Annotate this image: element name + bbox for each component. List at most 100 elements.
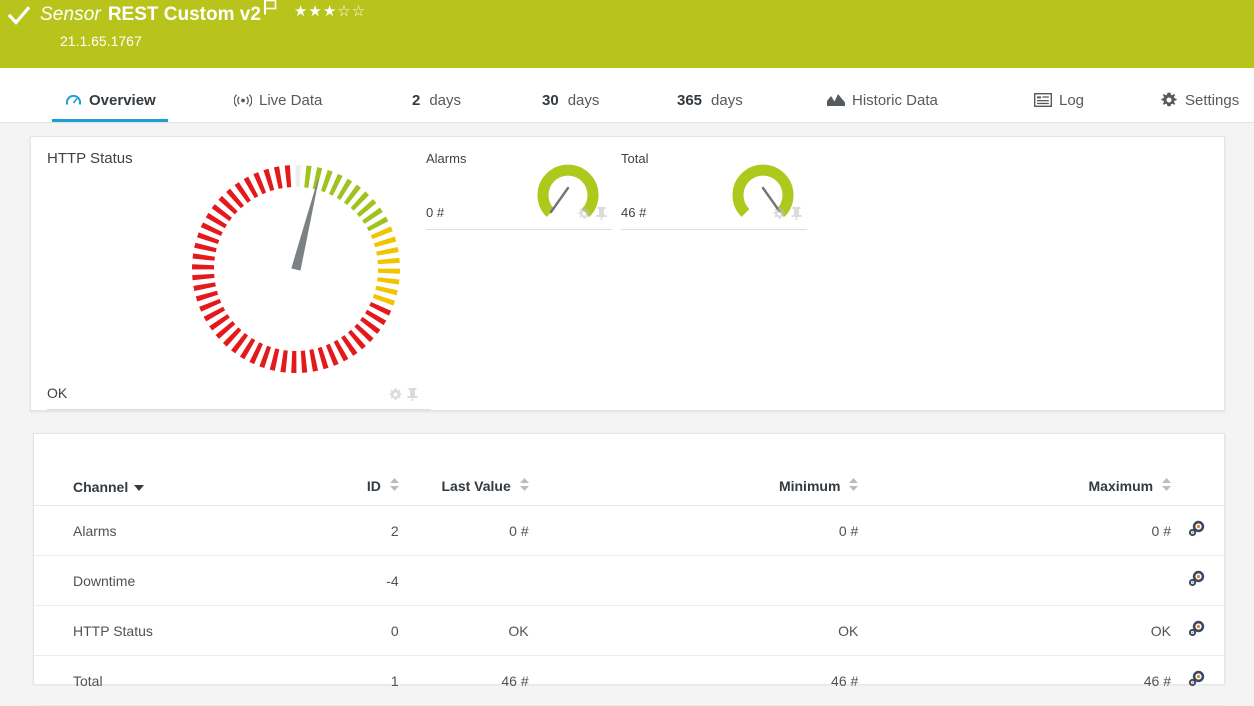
tab-30-days-number: 30 xyxy=(542,91,559,109)
cell-minimum: 0 # xyxy=(528,505,859,557)
gauges-card: HTTP Status OK Alarms xyxy=(30,136,1225,411)
main-gauge-status-text: OK xyxy=(47,385,68,401)
row-settings-button[interactable] xyxy=(1170,555,1226,607)
tab-365-days-unit: days xyxy=(711,91,743,109)
column-header-id-label: ID xyxy=(366,478,381,494)
channels-card: Channel ID Last Value Minimum xyxy=(33,433,1226,706)
cell-maximum: OK xyxy=(858,605,1171,657)
cell-last-value: 46 # xyxy=(398,655,529,706)
gear-icon[interactable] xyxy=(389,388,402,406)
tab-settings[interactable]: Settings xyxy=(1148,78,1251,122)
cell-id: 0 xyxy=(333,605,399,657)
tab-overview-label: Overview xyxy=(89,91,156,109)
sort-updown-icon xyxy=(389,478,399,494)
column-header-maximum-label: Maximum xyxy=(1088,478,1154,494)
cell-last-value xyxy=(398,555,529,607)
sort-updown-icon xyxy=(849,478,859,494)
gears-icon[interactable] xyxy=(1186,619,1206,642)
column-header-channel[interactable]: Channel xyxy=(34,472,334,507)
cell-minimum: 46 # xyxy=(528,655,859,706)
alarms-gauge xyxy=(530,155,605,223)
column-header-minimum-label: Minimum xyxy=(778,478,841,494)
tab-live-data[interactable]: Live Data xyxy=(222,78,334,122)
sensor-header: Sensor REST Custom v2 ★★★☆☆ 21.1.65.1767 xyxy=(0,0,1254,68)
gears-icon[interactable] xyxy=(1186,569,1206,592)
chevron-down-icon xyxy=(134,484,145,491)
page-title: REST Custom v2 xyxy=(107,4,261,25)
tab-overview[interactable]: Overview xyxy=(52,78,168,122)
alarms-gauge-title: Alarms xyxy=(426,151,467,166)
column-header-minimum[interactable]: Minimum xyxy=(528,472,859,507)
flag-icon[interactable] xyxy=(263,0,278,20)
star-filled-3: ★ xyxy=(322,3,338,20)
rating-stars[interactable]: ★★★☆☆ xyxy=(294,2,366,20)
channels-table: Channel ID Last Value Minimum xyxy=(34,472,1226,706)
star-empty-5: ☆ xyxy=(351,3,367,20)
star-filled-2: ★ xyxy=(308,3,323,20)
total-panel-divider xyxy=(621,229,807,230)
gear-icon[interactable] xyxy=(773,207,786,225)
live-data-icon xyxy=(234,91,252,109)
row-settings-button[interactable] xyxy=(1170,505,1226,557)
header-title-row: Sensor REST Custom v2 ★★★☆☆ xyxy=(7,0,366,30)
column-header-maximum[interactable]: Maximum xyxy=(858,472,1171,507)
tab-bar: Overview Live Data 2 days 30 days 365 da… xyxy=(0,68,1254,123)
star-empty-4: ☆ xyxy=(337,3,352,20)
column-header-actions xyxy=(1170,472,1226,507)
channels-table-head: Channel ID Last Value Minimum xyxy=(34,472,1226,507)
column-header-last-value[interactable]: Last Value xyxy=(398,472,529,507)
gears-icon[interactable] xyxy=(1186,669,1206,692)
alarms-panel-tools xyxy=(578,207,607,225)
cell-channel: HTTP Status xyxy=(34,605,334,657)
cell-maximum xyxy=(858,555,1171,607)
table-row[interactable]: HTTP Status 0 OK OK OK xyxy=(34,605,1226,657)
alarms-panel-divider xyxy=(426,229,612,230)
cell-channel: Total xyxy=(34,655,334,706)
tab-live-data-label: Live Data xyxy=(259,91,323,109)
pin-icon[interactable] xyxy=(791,207,802,225)
cell-maximum: 46 # xyxy=(858,655,1171,706)
table-row[interactable]: Alarms 2 0 #0 #0 # xyxy=(34,505,1226,557)
tab-30-days-unit: days xyxy=(567,91,600,109)
column-header-id[interactable]: ID xyxy=(333,472,399,507)
tab-2-days-number: 2 xyxy=(412,91,421,109)
gear-icon[interactable] xyxy=(578,207,591,225)
cell-id: 1 xyxy=(333,655,399,706)
tab-2-days[interactable]: 2 days xyxy=(400,78,473,122)
chart-icon xyxy=(827,91,845,109)
pin-icon[interactable] xyxy=(407,388,418,406)
tab-30-days[interactable]: 30 days xyxy=(530,78,611,122)
tab-historic-data[interactable]: Historic Data xyxy=(815,78,950,122)
http-status-gauge xyxy=(186,159,406,379)
tab-historic-data-label: Historic Data xyxy=(852,91,938,109)
tab-log-label: Log xyxy=(1059,91,1085,109)
main-gauge-tools xyxy=(389,388,418,406)
gauge-dial xyxy=(192,165,400,373)
row-settings-button[interactable] xyxy=(1170,605,1226,657)
pin-icon[interactable] xyxy=(596,207,607,225)
cell-minimum: OK xyxy=(528,605,859,657)
main-gauge-divider xyxy=(47,409,431,410)
sort-updown-icon xyxy=(519,478,529,494)
total-gauge xyxy=(725,155,800,223)
cell-last-value: OK xyxy=(398,605,529,657)
tab-365-days[interactable]: 365 days xyxy=(665,78,755,122)
tab-settings-label: Settings xyxy=(1185,91,1240,109)
cell-channel: Downtime xyxy=(34,555,334,607)
total-gauge-value: 46 # xyxy=(621,205,647,220)
gauge-icon xyxy=(64,91,82,109)
alarms-gauge-value: 0 # xyxy=(426,205,445,220)
gears-icon[interactable] xyxy=(1186,519,1206,542)
tab-log[interactable]: Log xyxy=(1022,78,1096,122)
total-gauge-title: Total xyxy=(621,151,649,166)
sensor-kind-label: Sensor xyxy=(40,4,101,25)
alarms-mini-panel: Alarms 0 # xyxy=(426,147,616,230)
table-row[interactable]: Downtime -4 xyxy=(34,555,1226,607)
table-row[interactable]: Total 1 46 #46 #46 # xyxy=(34,655,1226,706)
cell-channel: Alarms xyxy=(34,505,334,557)
log-icon xyxy=(1034,91,1052,109)
cell-id: -4 xyxy=(333,555,399,607)
channels-table-body: Alarms 2 0 #0 #0 # Downtime -4 HTTP Status 0 OK… xyxy=(34,505,1226,706)
tab-2-days-unit: days xyxy=(429,91,462,109)
row-settings-button[interactable] xyxy=(1170,655,1226,706)
